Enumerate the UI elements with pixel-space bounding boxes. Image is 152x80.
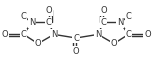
Text: C: C [126, 12, 131, 21]
Text: O: O [73, 47, 79, 56]
Text: C: C [21, 30, 26, 39]
Text: N: N [95, 30, 101, 39]
Text: N: N [117, 18, 123, 27]
Text: C: C [73, 34, 79, 42]
Text: O: O [144, 30, 151, 39]
Text: O: O [111, 39, 117, 48]
Text: C: C [100, 18, 106, 27]
Text: C: C [46, 18, 52, 27]
Text: N: N [29, 18, 35, 27]
Text: N: N [51, 30, 57, 39]
Text: C: C [21, 12, 26, 21]
Text: C: C [126, 30, 131, 39]
Text: O: O [45, 6, 52, 15]
Text: O: O [35, 39, 41, 48]
Text: O: O [100, 6, 107, 15]
Text: O: O [1, 30, 8, 39]
